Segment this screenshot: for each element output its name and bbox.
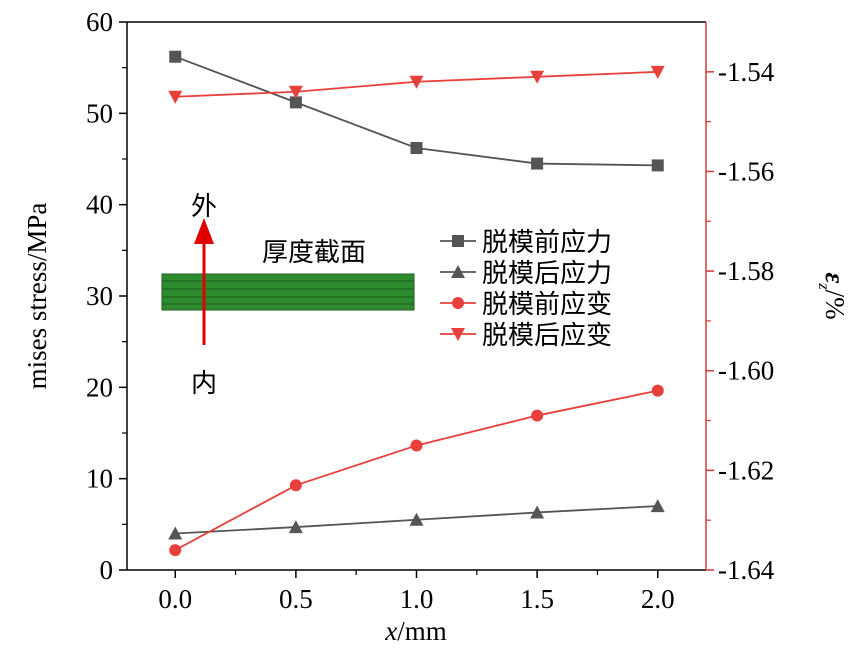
legend-swatch-marker: [452, 235, 464, 247]
y-right-axis-label-subscript: z: [815, 282, 832, 290]
axes: 0.0 0.5 1.0 1.5 2.0 0 10 20 30 40 50 60 -1.54 -1.56 -1…: [22, 7, 850, 646]
series-4-point: [530, 70, 545, 84]
inset-arrow-bottom-label: 内: [191, 369, 217, 399]
x-axis-label-unit: /mm: [397, 616, 447, 646]
series-1-point: [531, 157, 544, 170]
y-left-tick-label: 60: [86, 7, 113, 37]
y-right-tick-label: -1.56: [718, 156, 774, 186]
series-4: [168, 65, 665, 104]
series-3-point: [651, 384, 664, 397]
y-left-tick-label: 30: [86, 281, 113, 311]
series-3: [169, 384, 664, 557]
x-tick-label: 1.0: [400, 584, 434, 614]
y-right-tick-label: -1.60: [718, 356, 774, 386]
series-4-point: [168, 90, 183, 104]
inset-section-label: 厚度截面: [262, 238, 366, 268]
series-1-point: [651, 159, 664, 172]
inset-arrow-top-label: 外: [191, 192, 217, 222]
x-tick-label: 1.5: [520, 584, 554, 614]
series-3-point: [531, 409, 544, 422]
series-2-point: [530, 505, 545, 519]
legend-entry-label: 脱模后应变: [482, 321, 612, 351]
series-3-point: [169, 544, 182, 557]
x-axis-label-variable: x: [384, 616, 397, 646]
y-left-tick-label: 50: [86, 98, 113, 128]
series-4-point: [650, 65, 665, 79]
y-left-tick-label: 0: [100, 555, 114, 585]
series-1-point: [289, 96, 302, 109]
series-2-point: [409, 512, 424, 526]
series-1: [169, 50, 664, 172]
legend-entry-label: 脱模前应变: [482, 290, 612, 320]
y-right-axis-label-unit: /%: [820, 290, 850, 320]
inset-section-bar: [161, 273, 415, 311]
legend-swatch-marker: [451, 328, 465, 341]
y-left-tick-label: 40: [86, 190, 113, 220]
y-right-tick-label: -1.54: [718, 57, 775, 87]
y-right-axis-label-variable: ε: [820, 272, 850, 283]
series-3-point: [289, 479, 302, 492]
series-layer: [168, 50, 665, 557]
x-tick-label: 0.0: [158, 584, 192, 614]
series-2-point: [650, 499, 665, 513]
legend-entry-label: 脱模前应力: [482, 228, 612, 258]
y-left-tick-label: 10: [86, 464, 113, 494]
inset-thickness-section: 外 内 厚度截面: [161, 192, 415, 399]
series-2-point: [168, 526, 183, 540]
series-2-point: [288, 520, 303, 534]
y-right-tick-label: -1.62: [718, 455, 774, 485]
series-2: [168, 499, 665, 540]
series-3-line: [174, 389, 658, 551]
y-right-axis-label: εz/%: [815, 272, 850, 319]
y-right-tick-label: -1.58: [718, 256, 774, 286]
series-1-point: [169, 50, 182, 63]
inset-arrow-head: [194, 218, 214, 244]
series-3-point: [410, 439, 423, 452]
legend-entry-label: 脱模后应力: [482, 259, 612, 289]
legend-swatch-marker: [452, 297, 464, 309]
legend-swatch-marker: [451, 265, 465, 278]
series-4-point: [409, 75, 424, 89]
y-left-tick-label: 20: [86, 372, 113, 402]
x-axis-label: x/mm: [384, 616, 447, 646]
x-tick-label: 0.5: [279, 584, 313, 614]
x-tick-label: 2.0: [641, 584, 675, 614]
y-left-axis-label: mises stress/MPa: [22, 203, 52, 390]
series-4-point: [288, 85, 303, 99]
y-right-tick-label: -1.64: [718, 555, 775, 585]
series-1-point: [410, 142, 423, 155]
